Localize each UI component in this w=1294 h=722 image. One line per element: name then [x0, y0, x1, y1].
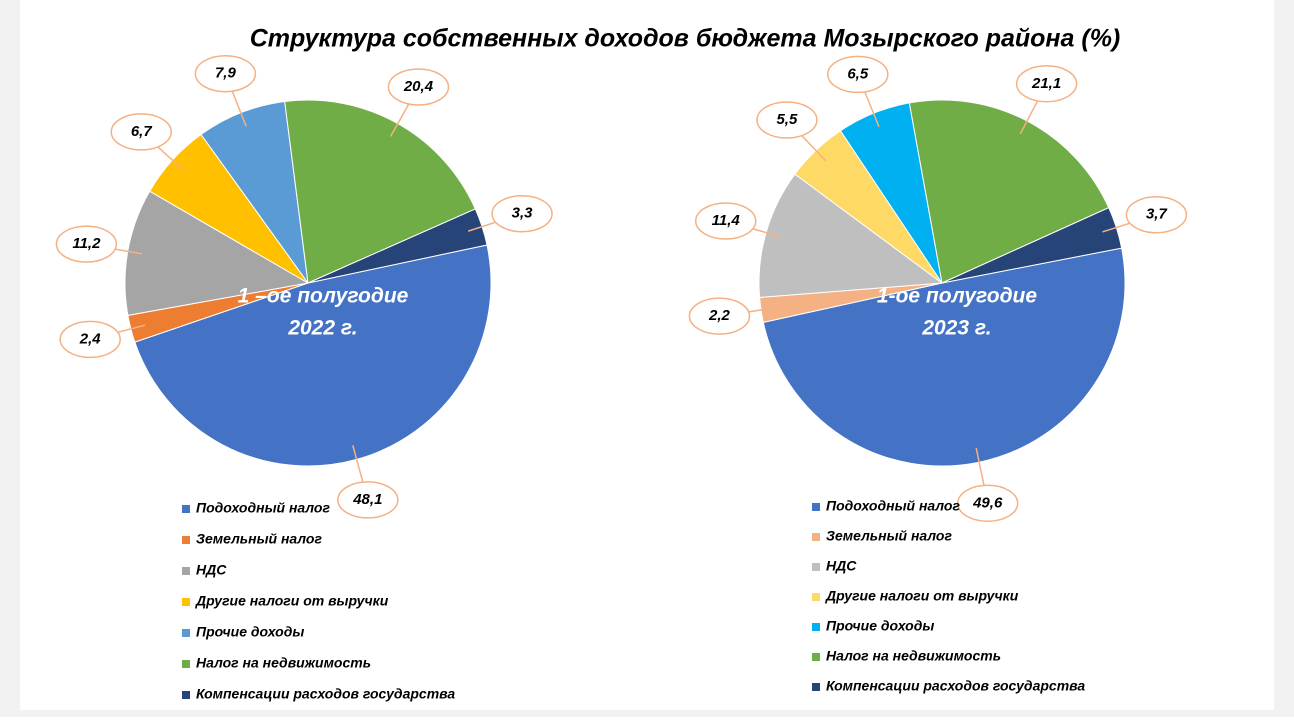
legend-label: Прочие доходы	[196, 624, 304, 640]
legend-label: Подоходный налог	[196, 500, 330, 516]
legend-label: Другие налоги от выручки	[195, 593, 389, 609]
legend-label: Налог на недвижимость	[196, 655, 371, 671]
legend-label: Компенсации расходов государства	[196, 686, 455, 702]
legend-swatch	[182, 629, 190, 637]
callout-bubble	[1015, 65, 1078, 103]
callout-bubble	[1125, 195, 1188, 234]
data-label: 2,2	[708, 307, 731, 324]
legend-label: Налог на недвижимость	[826, 648, 1001, 664]
center-label: 1 –ое полугодие	[238, 285, 409, 308]
data-label: 6,7	[131, 123, 153, 140]
legend-swatch	[812, 683, 820, 691]
data-label: 2,4	[79, 330, 102, 347]
legend-swatch	[182, 660, 190, 668]
data-label: 49,6	[972, 494, 1003, 511]
data-label: 6,5	[847, 65, 869, 82]
callout-bubble	[387, 68, 450, 106]
callout-bubble	[337, 481, 399, 519]
legend-swatch	[182, 598, 190, 606]
callout-bubble	[491, 194, 553, 233]
legend-swatch	[812, 593, 820, 601]
data-label: 48,1	[352, 491, 382, 508]
center-label: 1-ое полугодие	[877, 285, 1037, 308]
legend-swatch	[812, 533, 820, 541]
data-label: 11,4	[712, 212, 741, 229]
callout-bubble	[688, 297, 751, 335]
legend-swatch	[182, 567, 190, 575]
legend-swatch	[812, 653, 820, 661]
legend-label: НДС	[196, 562, 227, 578]
legend-label: Компенсации расходов государства	[826, 678, 1085, 694]
legend-label: Другие налоги от выручки	[825, 588, 1019, 604]
callout-bubble	[956, 484, 1019, 523]
data-label: 3,7	[1146, 206, 1168, 223]
callout-bubble	[194, 54, 257, 93]
legend-label: Земельный налог	[196, 531, 322, 547]
data-label: 20,4	[403, 78, 434, 95]
legend-label: НДС	[826, 558, 857, 574]
callout-bubble	[827, 55, 889, 94]
data-label: 3,3	[512, 205, 534, 222]
callout-bubble	[55, 225, 118, 263]
data-label: 11,2	[72, 235, 101, 252]
center-label: 2023 г.	[921, 317, 991, 340]
callout-bubble	[59, 320, 121, 359]
callout-bubble	[694, 202, 757, 240]
legend-swatch	[812, 503, 820, 511]
legend-swatch	[812, 623, 820, 631]
legend-label: Прочие доходы	[826, 618, 934, 634]
data-label: 7,9	[215, 65, 237, 82]
legend-swatch	[182, 505, 190, 513]
data-label: 5,5	[776, 111, 798, 128]
data-label: 21,1	[1031, 75, 1061, 92]
callout-bubble	[756, 101, 818, 139]
legend-swatch	[182, 691, 190, 699]
chart-title: Структура собственных доходов бюджета Мо…	[250, 25, 1121, 53]
legend-label: Подоходный налог	[826, 498, 960, 514]
legend-swatch	[812, 563, 820, 571]
callout-bubble	[110, 113, 173, 151]
legend-swatch	[182, 536, 190, 544]
legend-label: Земельный налог	[826, 528, 952, 544]
center-label: 2022 г.	[287, 317, 357, 340]
